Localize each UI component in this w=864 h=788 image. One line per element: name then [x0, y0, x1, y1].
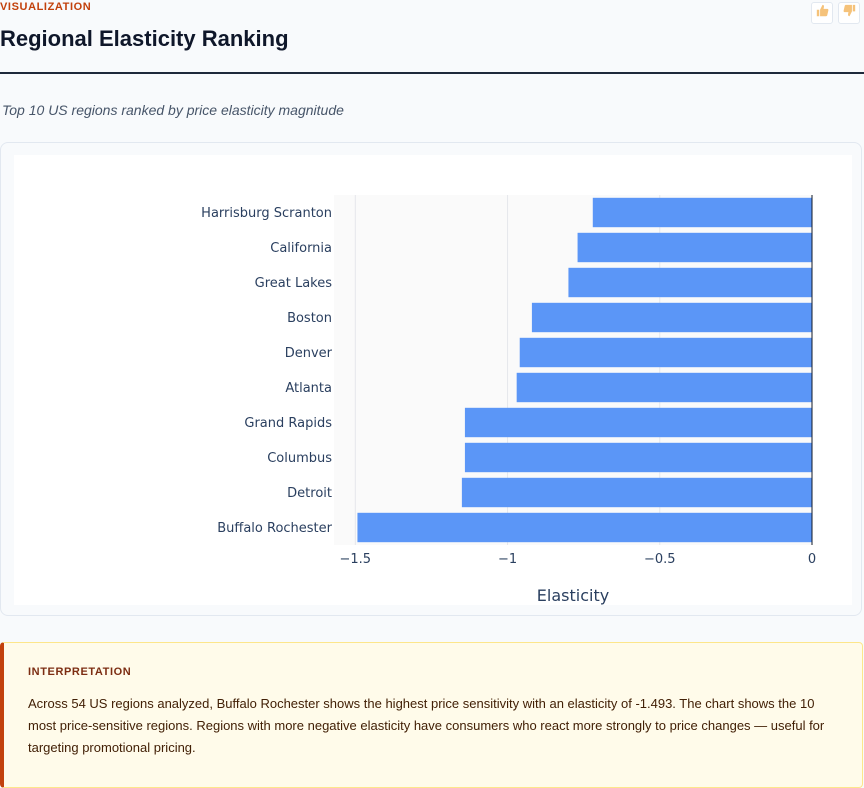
y-tick-label: Atlanta: [285, 381, 332, 396]
chart-subtitle: Top 10 US regions ranked by price elasti…: [2, 102, 344, 118]
y-tick-label: Detroit: [287, 486, 332, 501]
y-tick-label: California: [270, 241, 332, 256]
chart-area: −1.5 −1 −0.5 0 Harrisburg Scranton California…: [14, 155, 852, 605]
bar: [461, 477, 812, 508]
bar: [519, 337, 812, 368]
y-tick-label: Denver: [285, 346, 333, 361]
bar: [592, 197, 812, 228]
elasticity-bar-chart: −1.5 −1 −0.5 0 Harrisburg Scranton California…: [201, 195, 816, 605]
y-tick-label: Boston: [287, 311, 332, 326]
y-tick-label: Grand Rapids: [244, 416, 332, 431]
x-tick-label: −1: [498, 552, 517, 567]
bar: [577, 232, 812, 263]
interpretation-label: INTERPRETATION: [28, 666, 132, 678]
interpretation-card: INTERPRETATION Across 54 US regions anal…: [0, 642, 863, 788]
bar: [357, 512, 812, 543]
bar: [464, 442, 812, 473]
y-tick-label: Harrisburg Scranton: [201, 206, 332, 221]
thumbs-down-icon: [843, 4, 856, 22]
x-axis-title: Elasticity: [537, 586, 609, 605]
chart-card: −1.5 −1 −0.5 0 Harrisburg Scranton California…: [0, 142, 862, 616]
header-divider: [0, 72, 864, 74]
x-tick-label: 0: [808, 552, 816, 567]
thumbs-up-icon: [816, 4, 829, 22]
bar: [464, 407, 812, 438]
section-label: VISUALIZATION: [0, 1, 92, 13]
y-tick-label: Great Lakes: [255, 276, 333, 291]
thumbs-up-button[interactable]: [811, 2, 833, 24]
thumbs-down-button[interactable]: [838, 2, 860, 24]
bar: [568, 267, 812, 298]
bar: [531, 302, 812, 333]
interpretation-text: Across 54 US regions analyzed, Buffalo R…: [28, 696, 825, 755]
page-title: Regional Elasticity Ranking: [0, 26, 289, 51]
x-tick-label: −1.5: [340, 552, 372, 567]
x-tick-label: −0.5: [644, 552, 676, 567]
y-tick-label: Columbus: [267, 451, 332, 466]
y-tick-label: Buffalo Rochester: [217, 521, 332, 536]
bar: [516, 372, 812, 403]
